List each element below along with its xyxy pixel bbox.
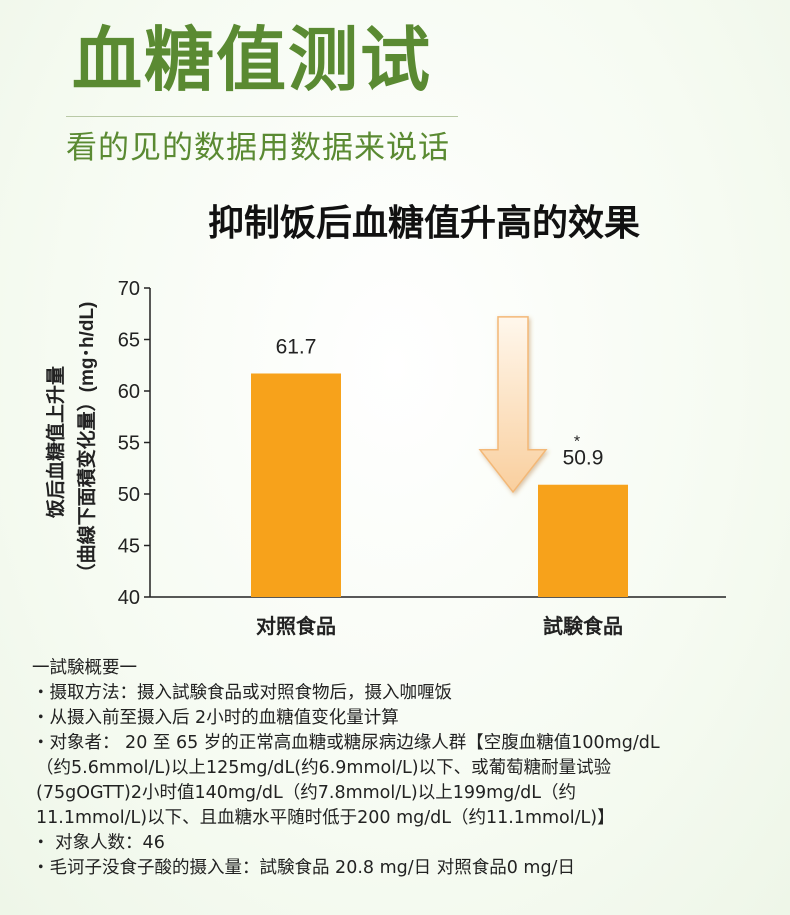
note-line: (75gOGTT)2小时值140mg/dL（约7.8mmol/L)以上199mg…: [36, 783, 577, 803]
axes: [149, 288, 726, 598]
y-tick-label: 50: [118, 484, 140, 506]
category-label: 試験食品: [543, 614, 623, 638]
category-label: 对照食品: [256, 614, 336, 638]
note-line: ・对象者： 20 至 65 岁的正常高血糖或糖尿病边缘人群【空腹血糖值100mg…: [32, 733, 660, 753]
y-axis-label-line1: 饭后血糖值上升量: [44, 366, 67, 519]
significance-marker: *: [574, 434, 580, 451]
y-tick-label: 45: [118, 536, 140, 558]
note-line: ・ 对象人数：46: [32, 833, 165, 853]
y-axis-label: 饭后血糖值上升量 （曲線下面積变化量）(mg･h/dL): [44, 302, 98, 583]
bar: [251, 373, 341, 597]
y-tick-label: 70: [118, 278, 140, 300]
notes-heading: 一試験概要一: [32, 658, 137, 678]
y-tick-label: 55: [118, 433, 140, 455]
chart-title: 抑制饭后血糖值升高的效果: [207, 203, 640, 244]
y-axis-label-line2: （曲線下面積变化量）(mg･h/dL): [75, 302, 98, 583]
note-line: ・摄取方法：摄入試験食品或对照食物后，摄入咖喱饭: [32, 683, 452, 703]
note-line: （约5.6mmol/L)以上125mg/dL(约6.9mmol/L)以下、或葡萄…: [36, 758, 612, 778]
bars: 61.7 对照食品 50.9 試験食品 *: [251, 335, 628, 638]
decrease-arrow-layer: [478, 316, 548, 494]
y-axis-ticks: 40 45 50 55 60 65 70: [118, 278, 150, 609]
bar-value-label: 61.7: [276, 335, 317, 358]
y-tick-label: 65: [118, 330, 140, 352]
page-subtitle: 看的见的数据用数据来说话: [66, 130, 450, 166]
bar-value-label: 50.9: [563, 447, 604, 470]
note-line: ・从摄入前至摄入后 2小时的血糖值变化量计算: [32, 708, 399, 728]
note-line: ・毛诃子没食子酸的摄入量：試験食品 20.8 mg/日 对照食品0 mg/日: [32, 858, 575, 878]
page-title: 血糖值测试: [72, 19, 432, 101]
bar: [538, 484, 628, 597]
y-tick-label: 60: [118, 381, 140, 403]
bar-chart: 饭后血糖值上升量 （曲線下面積变化量）(mg･h/dL) 40 45 50 55 60 6…: [44, 278, 726, 638]
study-notes: 一試験概要一 ・摄取方法：摄入試験食品或对照食物后，摄入咖喱饭 ・从摄入前至摄入…: [32, 656, 772, 881]
y-tick-label: 40: [118, 587, 140, 609]
decrease-arrow-icon: [478, 316, 548, 494]
title-divider: [66, 116, 458, 117]
note-line: 11.1mmol/L)以下、且血糖水平随时低于200 mg/dL（约11.1mm…: [36, 808, 615, 828]
